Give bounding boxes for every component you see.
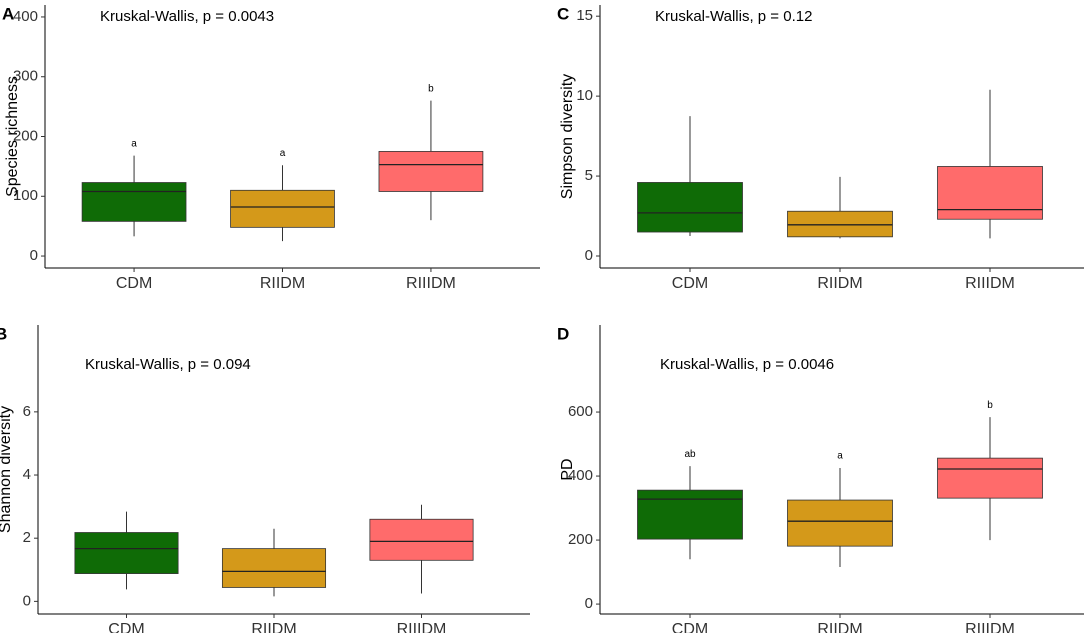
significance-letter: ab <box>684 449 696 460</box>
y-tick-label: 200 <box>13 127 38 144</box>
y-tick-label: 6 <box>23 403 31 420</box>
box <box>637 489 743 540</box>
x-tick-label: RIIIDM <box>406 275 456 292</box>
annotation: Kruskal-Wallis, p = 0.0043 <box>100 8 274 25</box>
y-axis-label: PD <box>559 458 576 480</box>
box <box>787 499 893 547</box>
box <box>637 182 743 233</box>
x-tick-label: RIIIDM <box>397 621 447 633</box>
box <box>74 532 179 574</box>
y-tick-label: 400 <box>13 8 38 25</box>
x-tick-label: RIIDM <box>817 621 862 633</box>
significance-letter: a <box>131 138 137 149</box>
y-axis-label: Species richness <box>4 76 21 197</box>
box <box>937 457 1043 499</box>
significance-letter: b <box>987 400 993 411</box>
x-tick-label: RIIDM <box>817 275 862 292</box>
y-tick-label: 4 <box>23 466 31 483</box>
box <box>221 548 327 588</box>
y-tick-label: 0 <box>585 247 593 264</box>
annotation: Kruskal-Wallis, p = 0.0046 <box>660 356 834 373</box>
x-tick-label: CDM <box>672 621 708 633</box>
y-tick-label: 100 <box>13 187 38 204</box>
significance-letter: a <box>280 148 286 159</box>
x-tick-label: RIIIDM <box>965 621 1015 633</box>
y-tick-label: 0 <box>23 592 31 609</box>
y-tick-label: 2 <box>23 529 31 546</box>
x-tick-label: RIIDM <box>251 621 296 633</box>
box <box>378 151 484 192</box>
y-tick-label: 200 <box>568 531 593 548</box>
box <box>81 182 187 222</box>
y-tick-label: 15 <box>576 7 593 24</box>
y-axis-label: Simpson diversity <box>559 74 576 199</box>
panel-label: D <box>557 324 569 343</box>
box <box>937 166 1043 220</box>
x-tick-label: RIIIDM <box>965 275 1015 292</box>
panel-label: C <box>557 4 569 23</box>
significance-letter: a <box>837 451 843 462</box>
box <box>369 518 474 561</box>
y-tick-label: 300 <box>13 68 38 85</box>
y-axis-label: Shannon diversity <box>0 406 14 533</box>
significance-letter: b <box>428 83 434 94</box>
x-tick-label: RIIDM <box>260 275 305 292</box>
panel-label: B <box>0 324 7 343</box>
y-tick-label: 600 <box>568 403 593 420</box>
panel-label: A <box>2 4 14 23</box>
y-tick-label: 400 <box>568 467 593 484</box>
y-tick-label: 0 <box>30 247 38 264</box>
box <box>230 189 335 228</box>
box <box>787 210 893 238</box>
x-tick-label: CDM <box>672 275 708 292</box>
annotation: Kruskal-Wallis, p = 0.094 <box>85 356 251 373</box>
x-tick-label: CDM <box>108 621 144 633</box>
y-tick-label: 0 <box>585 595 593 612</box>
annotation: Kruskal-Wallis, p = 0.12 <box>655 8 812 25</box>
x-tick-label: CDM <box>116 275 152 292</box>
y-tick-label: 10 <box>576 87 593 104</box>
y-tick-label: 5 <box>585 167 593 184</box>
